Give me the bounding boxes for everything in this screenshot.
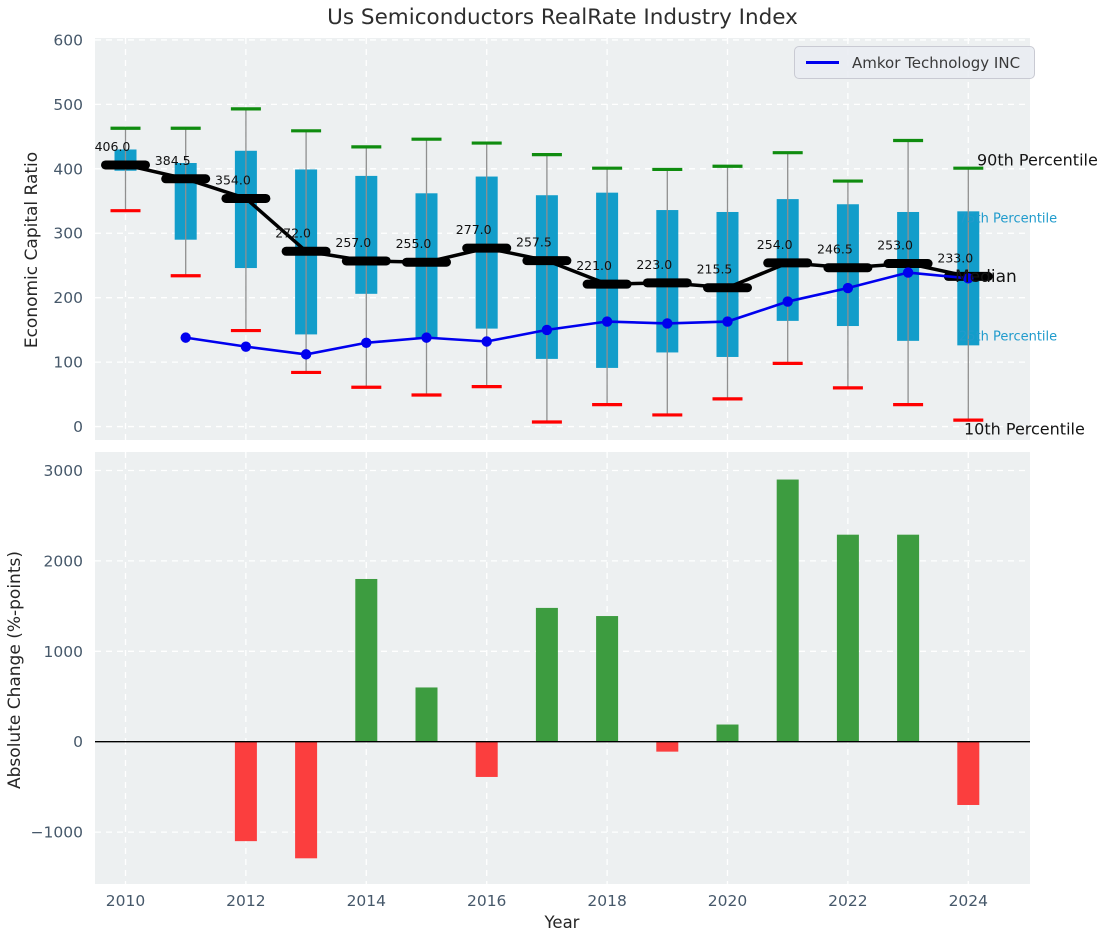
median-value-label-2022: 246.5 bbox=[817, 242, 853, 257]
amkor-point-2014 bbox=[361, 337, 372, 348]
median-value-label-2015: 255.0 bbox=[396, 236, 432, 251]
x-axis-label: Year bbox=[544, 913, 580, 932]
annotation-25th-percentile: 25th Percentile bbox=[959, 329, 1058, 345]
annotation-90th-percentile: 90th Percentile bbox=[977, 150, 1098, 170]
legend-label: Amkor Technology INC bbox=[852, 53, 1021, 72]
change-bar-2019 bbox=[656, 741, 679, 752]
median-value-label-2012: 354.0 bbox=[215, 172, 251, 187]
median-value-label-2024: 233.0 bbox=[937, 250, 973, 265]
bottom-y-tick-label: 1000 bbox=[44, 643, 83, 661]
change-bar-2020 bbox=[716, 724, 739, 742]
amkor-point-2016 bbox=[481, 336, 492, 347]
median-value-label-2019: 223.0 bbox=[636, 257, 672, 272]
x-tick-label: 2014 bbox=[347, 892, 386, 910]
chart-title: Us Semiconductors RealRate Industry Inde… bbox=[327, 5, 798, 30]
bottom-y-tick-label: 3000 bbox=[44, 462, 83, 480]
x-tick-label: 2024 bbox=[949, 892, 988, 910]
change-bar-2013 bbox=[295, 741, 318, 859]
amkor-point-2015 bbox=[421, 332, 432, 343]
median-value-label-2017: 257.5 bbox=[516, 235, 552, 250]
change-bar-2018 bbox=[596, 616, 619, 742]
top-y-tick-label: 200 bbox=[53, 289, 83, 307]
legend: Amkor Technology INC bbox=[794, 46, 1036, 79]
amkor-point-2022 bbox=[842, 282, 854, 294]
top-y-tick-label: 600 bbox=[53, 31, 83, 49]
legend-line-sample bbox=[806, 61, 839, 64]
median-value-label-2011: 384.5 bbox=[155, 153, 191, 168]
median-value-label-2010: 406.0 bbox=[95, 139, 131, 154]
median-value-label-2023: 253.0 bbox=[877, 238, 913, 253]
top-y-axis-label: Economic Capital Ratio bbox=[22, 152, 42, 348]
change-bar-2024 bbox=[957, 741, 980, 805]
amkor-point-2021 bbox=[782, 296, 793, 307]
annotation-75th-percentile: 75th Percentile bbox=[959, 211, 1058, 227]
median-value-label-2021: 254.0 bbox=[757, 237, 793, 252]
x-tick-label: 2020 bbox=[708, 892, 747, 910]
top-y-tick-label: 400 bbox=[53, 160, 83, 178]
change-bar-2015 bbox=[415, 687, 438, 742]
amkor-point-2013 bbox=[300, 349, 312, 360]
median-value-label-2013: 272.0 bbox=[275, 225, 311, 240]
top-y-tick-label: 100 bbox=[53, 354, 83, 372]
change-bar-2014 bbox=[355, 578, 378, 742]
amkor-point-2018 bbox=[601, 316, 613, 327]
bottom-y-axis-label: Absolute Change (%-points) bbox=[5, 551, 25, 789]
amkor-point-2011 bbox=[180, 332, 191, 343]
bottom-y-tick-label: 2000 bbox=[44, 552, 83, 570]
change-bar-2016 bbox=[475, 741, 498, 777]
amkor-point-2017 bbox=[541, 324, 553, 336]
amkor-point-2024 bbox=[963, 273, 974, 284]
x-tick-label: 2018 bbox=[587, 892, 626, 910]
amkor-line bbox=[185, 271, 969, 356]
x-tick-label: 2012 bbox=[226, 892, 265, 910]
change-bar-2017 bbox=[535, 607, 558, 742]
top-y-tick-label: 300 bbox=[53, 225, 83, 243]
amkor-point-2020 bbox=[722, 316, 733, 327]
median-value-label-2014: 257.0 bbox=[335, 235, 371, 250]
amkor-point-2012 bbox=[240, 341, 252, 352]
change-bar-2012 bbox=[234, 741, 257, 842]
amkor-point-2023 bbox=[902, 267, 914, 278]
change-bar-2021 bbox=[776, 479, 799, 742]
top-y-tick-label: 0 bbox=[73, 418, 83, 436]
x-tick-label: 2010 bbox=[106, 892, 145, 910]
bottom-y-tick-label: 0 bbox=[73, 733, 83, 751]
annotation-median: Median bbox=[955, 267, 1017, 287]
annotation-10th-percentile: 10th Percentile bbox=[964, 419, 1085, 439]
change-bar-2023 bbox=[897, 534, 920, 742]
amkor-point-2019 bbox=[662, 318, 673, 329]
median-value-label-2016: 277.0 bbox=[456, 222, 492, 237]
median-value-label-2020: 215.5 bbox=[697, 262, 733, 277]
top-y-tick-label: 500 bbox=[53, 96, 83, 114]
change-bar-2022 bbox=[836, 534, 859, 742]
x-tick-label: 2022 bbox=[828, 892, 867, 910]
bottom-y-tick-label: −1000 bbox=[31, 824, 83, 842]
median-value-label-2018: 221.0 bbox=[576, 258, 612, 273]
x-tick-label: 2016 bbox=[467, 892, 506, 910]
